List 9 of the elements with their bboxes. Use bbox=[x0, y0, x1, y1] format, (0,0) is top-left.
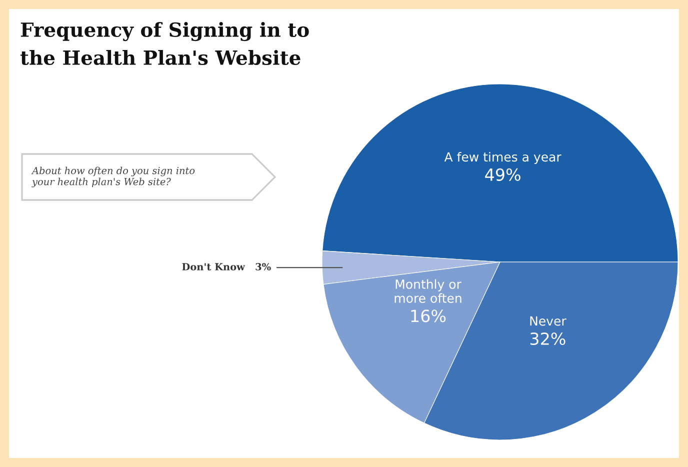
data-label: 32% bbox=[530, 332, 566, 346]
slice-label: Don't Know 3% bbox=[182, 263, 271, 270]
slice-label: Monthly or more often bbox=[394, 279, 462, 303]
text: About how often do you sign into your health plan's Web site? bbox=[31, 166, 195, 188]
data-label: 49% bbox=[485, 168, 520, 181]
slice-label: A few times a year bbox=[444, 152, 562, 164]
data-label: 16% bbox=[411, 310, 446, 322]
slice-label: Never bbox=[530, 316, 566, 326]
chart-title: Frequency of Signing in to the Health Plan's Website bbox=[20, 22, 309, 66]
